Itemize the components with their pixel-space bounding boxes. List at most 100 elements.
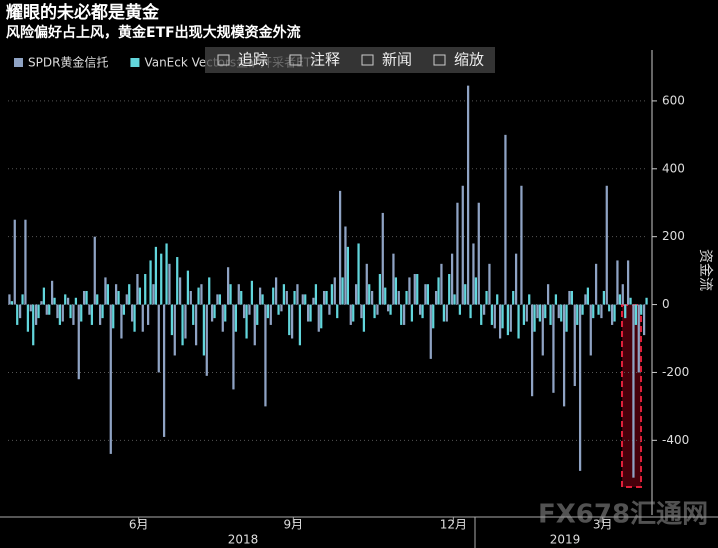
bar: [509, 304, 512, 332]
bar: [400, 304, 403, 325]
bar: [410, 304, 414, 322]
bar: [549, 304, 552, 325]
bar: [264, 304, 267, 407]
bar: [370, 290, 374, 305]
bar: [536, 304, 539, 319]
bar: [397, 290, 400, 305]
bar: [221, 304, 224, 332]
bar: [48, 304, 51, 315]
bar: [74, 297, 78, 305]
bar: [45, 304, 48, 315]
bar: [381, 212, 384, 305]
bar: [482, 304, 486, 315]
bar: [82, 290, 86, 305]
bar: [456, 202, 459, 305]
bar: [320, 304, 323, 329]
x-tick-label: 6月: [129, 518, 149, 532]
bar: [552, 304, 555, 393]
bar: [608, 304, 611, 312]
bar: [640, 304, 643, 315]
bar: [53, 297, 56, 305]
bar: [328, 304, 331, 315]
bar: [165, 243, 168, 305]
bar: [274, 277, 278, 305]
y-tick-label: 0: [662, 297, 670, 311]
bar: [360, 304, 363, 319]
bar: [402, 304, 406, 325]
bar: [66, 297, 70, 305]
bar: [642, 304, 646, 336]
bar: [501, 304, 504, 329]
bar: [114, 284, 118, 305]
bar: [440, 263, 443, 305]
bar: [26, 304, 30, 332]
bar: [272, 287, 275, 305]
bar: [517, 304, 520, 339]
bar: [394, 277, 398, 305]
y-tick-label: 600: [662, 93, 685, 107]
bar: [101, 304, 104, 319]
bar: [485, 290, 488, 305]
x-tick-label: 3月: [593, 518, 613, 532]
bar: [384, 287, 387, 305]
year-label: 2018: [228, 533, 259, 547]
bar: [344, 226, 347, 305]
bar: [466, 85, 470, 305]
bar: [10, 301, 14, 305]
bar: [568, 290, 571, 305]
toolbar-button[interactable]: 注释: [310, 51, 340, 69]
bar: [104, 277, 107, 305]
bar: [178, 277, 182, 305]
toolbar-button[interactable]: 缩放: [454, 51, 484, 69]
bar: [240, 290, 243, 305]
bar: [93, 236, 96, 305]
toolbar-button[interactable]: 新闻: [382, 51, 412, 69]
bar: [520, 185, 523, 305]
bar: [634, 304, 638, 325]
y-tick-label: -400: [662, 433, 689, 447]
bar: [234, 304, 238, 332]
x-tick-label: 9月: [284, 518, 304, 532]
bar: [474, 277, 478, 305]
bar: [645, 297, 648, 305]
bar: [426, 284, 430, 305]
bar: [528, 294, 531, 305]
bar: [616, 260, 619, 305]
bar: [632, 304, 635, 478]
bar: [496, 294, 499, 305]
chart-subtitle: 风险偏好占上风，黄金ETF出现大规模资金外流: [6, 24, 301, 41]
bar: [429, 304, 432, 359]
toolbar-icon: [289, 54, 302, 66]
legend-swatch: [130, 58, 140, 67]
bar: [194, 304, 198, 346]
bar: [168, 263, 171, 305]
bar: [40, 301, 43, 305]
bar: [186, 270, 190, 305]
bar: [557, 304, 560, 319]
bar: [200, 284, 203, 305]
bar: [392, 253, 395, 305]
bar: [472, 243, 475, 305]
bar: [248, 304, 251, 315]
toolbar-button[interactable]: 追踪: [238, 51, 268, 69]
bar: [578, 304, 582, 471]
bar: [386, 304, 390, 312]
bar: [522, 304, 526, 325]
bar: [253, 304, 256, 346]
bar: [8, 294, 11, 305]
bar: [269, 304, 272, 325]
bar: [58, 304, 62, 325]
bar: [362, 304, 366, 332]
bar: [525, 304, 528, 322]
bar: [330, 284, 334, 305]
bar: [245, 304, 248, 339]
bar: [312, 297, 315, 305]
bar: [34, 304, 38, 325]
bar: [341, 277, 344, 305]
bar: [282, 284, 286, 305]
bar: [458, 304, 462, 315]
bar: [133, 304, 136, 332]
bar: [136, 274, 139, 305]
bar: [530, 304, 534, 397]
bar: [157, 304, 160, 373]
